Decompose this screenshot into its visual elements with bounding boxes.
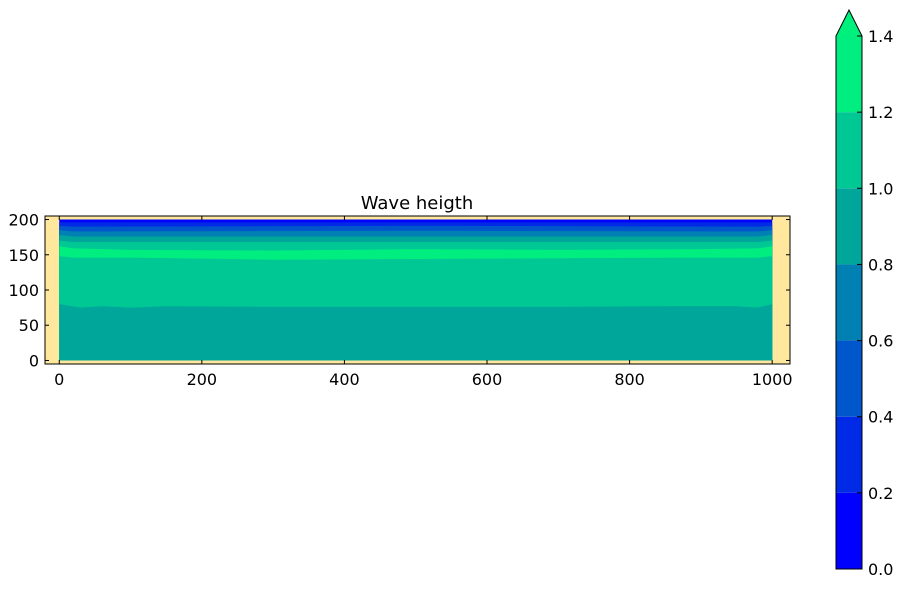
colorbar-tick-label: 0.0 bbox=[868, 560, 893, 579]
x-tick-label: 1000 bbox=[752, 370, 793, 389]
y-tick-label: 50 bbox=[19, 316, 39, 335]
colorbar-segment bbox=[836, 416, 862, 493]
colorbar-tick-label: 1.0 bbox=[868, 179, 893, 198]
contour-band-0.8-1.0 bbox=[59, 304, 773, 361]
colorbar-tick-label: 0.2 bbox=[868, 484, 893, 503]
chart-title: Wave heigth bbox=[361, 193, 474, 214]
colorbar-segments bbox=[835, 8, 863, 570]
colorbar-segment bbox=[836, 492, 862, 569]
colorbar-segment bbox=[836, 112, 862, 189]
x-tick-label: 0 bbox=[54, 370, 64, 389]
colorbar-segment bbox=[836, 340, 862, 417]
y-tick-label: 150 bbox=[8, 246, 39, 265]
colorbar-segment bbox=[836, 264, 862, 341]
x-tick-label: 200 bbox=[187, 370, 218, 389]
x-tick-label: 800 bbox=[614, 370, 645, 389]
colorbar-segment bbox=[836, 36, 862, 113]
x-tick-label: 400 bbox=[329, 370, 360, 389]
colorbar-extend-arrow bbox=[836, 10, 862, 36]
colorbar-outline bbox=[835, 8, 863, 570]
contour-bands bbox=[59, 219, 773, 361]
y-tick-label: 200 bbox=[8, 211, 39, 230]
y-axis-ticks: 0 50 100 150 200 bbox=[8, 211, 790, 370]
main-axes: 0 200 400 600 800 1000 0 50 100 150 200 Wave heig… bbox=[8, 193, 792, 389]
y-tick-label: 100 bbox=[8, 281, 39, 300]
colorbar-ticks: 0.0 0.2 0.4 0.6 0.8 1.0 1.2 1.4 bbox=[857, 27, 893, 579]
colorbar-tick-label: 0.4 bbox=[868, 408, 893, 427]
colorbar-tick-label: 0.6 bbox=[868, 332, 893, 351]
x-tick-label: 600 bbox=[472, 370, 503, 389]
colorbar: 0.0 0.2 0.4 0.6 0.8 1.0 1.2 1.4 bbox=[835, 8, 893, 579]
y-tick-label: 0 bbox=[29, 351, 39, 370]
x-axis-ticks: 0 200 400 600 800 1000 bbox=[54, 216, 793, 389]
colorbar-tick-label: 1.2 bbox=[868, 103, 893, 122]
colorbar-segment bbox=[836, 188, 862, 265]
colorbar-tick-label: 1.4 bbox=[868, 27, 893, 46]
colorbar-tick-label: 0.8 bbox=[868, 255, 893, 274]
